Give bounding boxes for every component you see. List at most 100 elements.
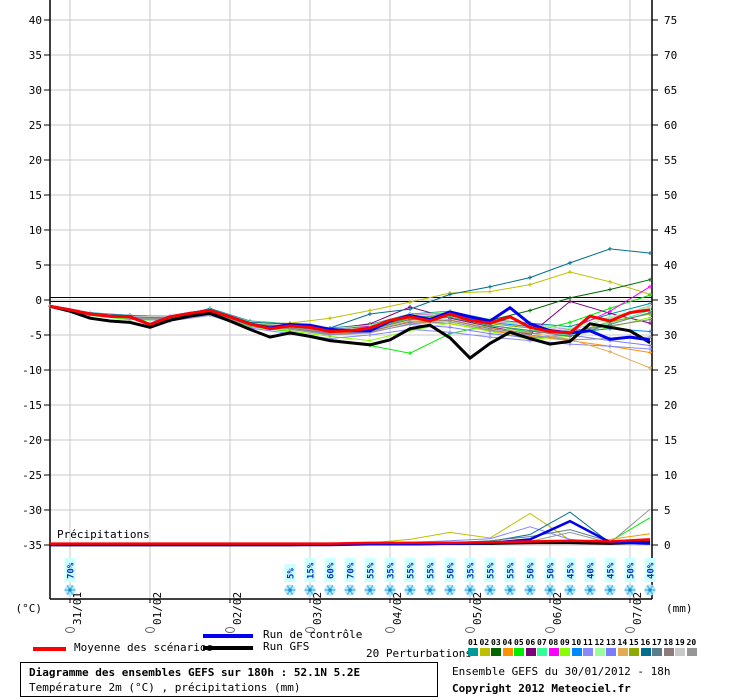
legend-gfs-label: Run GFS xyxy=(263,640,310,653)
precip-run-controle xyxy=(50,519,651,547)
temp-perturbation-03 xyxy=(49,279,651,331)
axes: 4035302520151050-5-10-15-20-25-30-357570… xyxy=(16,0,693,633)
perturbation-key-08: 08 xyxy=(548,638,560,656)
snow-prob-label: 55% xyxy=(487,562,497,579)
snowflake-icon xyxy=(524,584,536,596)
legend-mean-swatch xyxy=(33,647,66,651)
precip-moyenne xyxy=(50,538,651,545)
snow-prob-bg xyxy=(444,558,456,582)
left-axis-label: -5 xyxy=(29,329,42,342)
date-label: 07/02 xyxy=(631,592,644,625)
perturbation-key-19: 19 xyxy=(675,638,686,656)
diagram-title: Diagramme des ensembles GEFS sur 180h : … xyxy=(29,666,361,679)
perturbation-key-05: 05 xyxy=(514,638,525,656)
right-axis-label: 10 xyxy=(664,469,677,482)
snow-prob-label: 45% xyxy=(607,562,617,579)
right-axis-label: 5 xyxy=(664,504,671,517)
date-label: 01/02 xyxy=(151,592,164,625)
snowflake-icon xyxy=(284,584,296,596)
perturbation-number: 05 xyxy=(514,638,524,647)
legend-control-label: Run de contrôle xyxy=(263,628,363,641)
perturbation-color-square xyxy=(560,648,570,656)
perturbation-key-06: 06 xyxy=(525,638,537,656)
legend-gfs-swatch xyxy=(203,646,253,650)
date-label: 31/01 xyxy=(71,592,84,625)
snow-prob-bg xyxy=(364,558,376,582)
run-info: Ensemble GEFS du 30/01/2012 - 18h xyxy=(452,665,671,678)
snow-prob-label: 50% xyxy=(447,562,457,579)
snowflake-icon xyxy=(584,584,596,596)
snow-prob-label: 35% xyxy=(467,562,477,579)
perturbation-number: 04 xyxy=(502,638,513,647)
ensemble-chart: 4035302520151050-5-10-15-20-25-30-357570… xyxy=(16,0,693,633)
right-axis-label: 45 xyxy=(664,224,677,237)
snow-prob-label: 50% xyxy=(527,562,537,579)
temp-run-gfs xyxy=(49,304,651,361)
date-label: 02/02 xyxy=(231,592,244,625)
snow-probability-row: 70% 5% 15% 60% 70% 55% 35% 55% 55% 50% 35% 55% 55% 50… xyxy=(64,558,657,596)
perturbation-key-04: 04 xyxy=(502,638,514,656)
perturbation-color-square xyxy=(640,648,651,656)
snowflake-icon xyxy=(484,584,496,596)
perturbation-number: 02 xyxy=(479,638,490,647)
perturbation-color-square xyxy=(491,648,501,656)
left-axis-label: 35 xyxy=(29,49,42,62)
grid xyxy=(50,0,652,599)
perturbation-number: 17 xyxy=(652,638,662,647)
snow-prob-label: 55% xyxy=(427,562,437,579)
snow-prob-bg xyxy=(384,558,396,582)
snow-prob-bg xyxy=(564,558,576,582)
perturbation-number: 18 xyxy=(663,638,674,647)
snow-prob-label: 55% xyxy=(507,562,517,579)
right-axis-label: 70 xyxy=(664,49,677,62)
perturbation-color-square xyxy=(663,648,674,656)
legend-control-swatch xyxy=(203,634,253,638)
snowflake-icon xyxy=(644,584,656,596)
snow-prob-bg xyxy=(604,558,616,582)
snow-prob-bg xyxy=(304,558,316,582)
perturbation-number: 08 xyxy=(548,638,559,647)
snow-prob-bg xyxy=(464,558,476,582)
snowflake-icon xyxy=(64,584,76,596)
left-axis-label: -15 xyxy=(22,399,42,412)
left-axis-label: 0 xyxy=(35,294,42,307)
perturbation-color-square xyxy=(571,648,582,656)
snow-prob-bg xyxy=(644,558,656,582)
right-axis-label: 40 xyxy=(664,259,677,272)
perturbation-key-07: 07 xyxy=(537,638,548,656)
perturbation-key-11: 11 xyxy=(583,638,594,656)
perturbation-color-square xyxy=(502,648,513,656)
right-axis-label: 50 xyxy=(664,189,677,202)
perturbation-key-01: 01 xyxy=(468,638,479,656)
perturbation-color-square xyxy=(675,648,685,656)
date-label: 05/02 xyxy=(471,592,484,625)
snowflake-icon xyxy=(304,584,316,596)
moon-icon xyxy=(385,627,395,633)
perturbation-number: 11 xyxy=(583,638,593,647)
moon-icon xyxy=(625,627,635,633)
snow-prob-bg xyxy=(64,558,76,582)
perturbation-color-square xyxy=(686,648,697,656)
perturbation-key-10: 10 xyxy=(571,638,583,656)
perturbation-number: 16 xyxy=(640,638,651,647)
right-axis-label: 30 xyxy=(664,329,677,342)
right-axis-label: 60 xyxy=(664,119,677,132)
snow-prob-label: 55% xyxy=(367,562,377,579)
perturbation-color-square xyxy=(537,648,547,656)
moon-icon xyxy=(145,627,155,633)
diagram-subtitle: Température 2m (°C) , précipitations (mm… xyxy=(29,681,301,694)
perturbation-number: 10 xyxy=(571,638,582,647)
perturbation-color-square xyxy=(548,648,559,656)
perturbation-key-15: 15 xyxy=(629,638,640,656)
moon-icon xyxy=(465,627,475,633)
perturbation-number: 07 xyxy=(537,638,547,647)
snow-prob-label: 50% xyxy=(547,562,557,579)
perturbation-color-square xyxy=(594,648,605,656)
snow-prob-bg xyxy=(344,558,356,582)
moon-icon xyxy=(545,627,555,633)
snowflake-icon xyxy=(424,584,436,596)
left-axis-label: -35 xyxy=(22,539,42,552)
date-label: 03/02 xyxy=(311,592,324,625)
snowflake-icon xyxy=(404,584,416,596)
snow-prob-label: 45% xyxy=(567,562,577,579)
